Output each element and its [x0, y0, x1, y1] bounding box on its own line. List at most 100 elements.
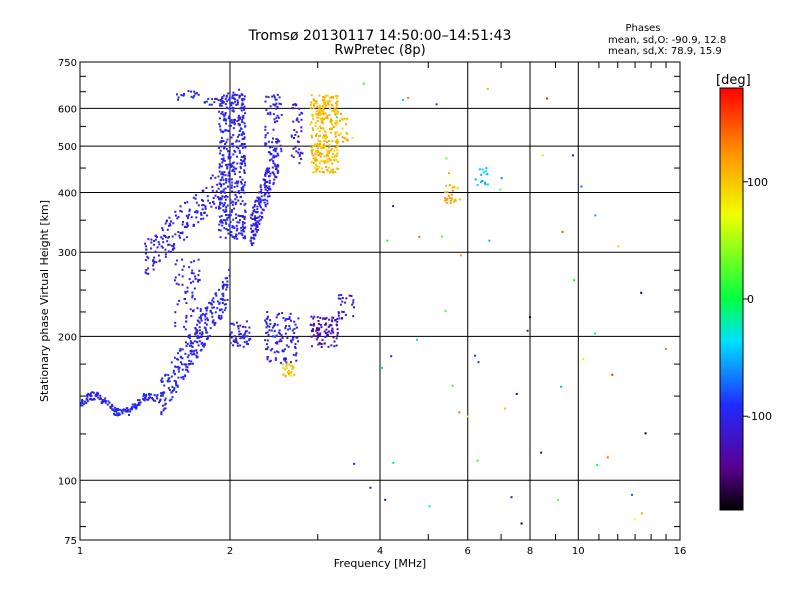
echo-point	[173, 388, 175, 391]
echo-point	[224, 219, 227, 222]
echo-point	[290, 364, 293, 367]
echo-point	[330, 147, 333, 150]
echo-point	[290, 319, 292, 322]
echo-point	[273, 178, 276, 181]
echo-point	[187, 370, 190, 373]
echo-point	[249, 239, 252, 242]
echo-point	[294, 354, 297, 357]
echo-point	[179, 361, 182, 364]
echo-point	[156, 394, 159, 396]
echo-point	[187, 90, 190, 93]
echo-point	[212, 297, 215, 300]
echo-point	[241, 223, 244, 226]
echo-point	[237, 180, 240, 183]
echo-point	[454, 198, 457, 201]
echo-point	[258, 223, 261, 225]
echo-point	[278, 96, 281, 99]
echo-point	[221, 96, 224, 99]
echo-point	[233, 170, 236, 173]
echo-point	[219, 141, 222, 144]
echo-point	[238, 232, 240, 235]
echo-point	[198, 316, 201, 319]
echo-point	[134, 403, 137, 406]
echo-point	[451, 384, 454, 387]
echo-point	[310, 161, 313, 164]
echo-point	[159, 392, 162, 395]
echo-point	[218, 110, 220, 113]
echo-point	[594, 214, 597, 217]
echo-point	[309, 323, 312, 326]
echo-point	[222, 119, 225, 122]
echo-point	[241, 234, 244, 237]
echo-point	[239, 337, 242, 340]
echo-point	[111, 408, 114, 411]
echo-point	[244, 332, 247, 335]
echo-point	[213, 202, 216, 205]
echo-point	[197, 344, 200, 347]
echo-point	[116, 408, 119, 411]
echo-point	[241, 99, 244, 102]
echo-point	[265, 321, 268, 324]
echo-point	[221, 100, 224, 103]
echo-point	[255, 221, 257, 224]
echo-point	[332, 126, 335, 129]
echo-point	[104, 397, 107, 400]
echo-point	[229, 342, 232, 345]
echo-point	[239, 176, 242, 178]
echo-point	[275, 334, 278, 337]
echo-point	[235, 140, 238, 143]
echo-point	[293, 320, 296, 323]
echo-point	[225, 122, 227, 125]
echo-point	[285, 344, 288, 347]
echo-point	[237, 101, 239, 104]
echo-point	[168, 389, 171, 391]
echo-point	[200, 336, 203, 339]
echo-point	[328, 144, 331, 147]
echo-point	[335, 159, 338, 161]
echo-point	[278, 102, 281, 105]
echo-point	[315, 102, 318, 105]
echo-point	[220, 130, 223, 133]
echo-point	[235, 180, 238, 183]
echo-point	[318, 135, 321, 138]
echo-point	[266, 311, 269, 313]
echo-point	[137, 399, 139, 402]
echo-point	[362, 82, 365, 85]
echo-point	[186, 290, 189, 293]
echo-point	[644, 432, 647, 435]
echo-point	[162, 391, 165, 394]
echo-point	[238, 192, 241, 195]
echo-point	[320, 127, 323, 130]
echo-point	[173, 247, 176, 250]
echo-point	[220, 197, 223, 200]
echo-point	[281, 350, 284, 353]
echo-point	[170, 250, 172, 253]
echo-point	[235, 146, 238, 149]
echo-point	[209, 310, 212, 313]
echo-point	[236, 237, 239, 240]
echo-point	[332, 152, 334, 155]
echo-point	[453, 201, 456, 204]
echo-point	[260, 212, 263, 215]
echo-point	[315, 328, 318, 331]
echo-point	[225, 214, 227, 216]
echo-point	[285, 364, 288, 367]
echo-point	[193, 298, 196, 301]
echo-point	[276, 163, 279, 166]
echo-point	[264, 181, 267, 184]
echo-point	[219, 297, 222, 300]
echo-point	[317, 343, 320, 346]
echo-point	[241, 118, 243, 121]
echo-point	[315, 165, 318, 168]
echo-point	[192, 280, 195, 283]
echo-point	[230, 184, 233, 187]
echo-point	[321, 339, 324, 342]
echo-point	[226, 167, 229, 170]
echo-point	[312, 118, 315, 120]
echo-point	[277, 351, 280, 354]
echo-point	[210, 205, 213, 208]
echo-point	[264, 136, 267, 139]
echo-point	[170, 398, 173, 401]
echo-point	[81, 398, 84, 401]
echo-point	[222, 178, 225, 181]
